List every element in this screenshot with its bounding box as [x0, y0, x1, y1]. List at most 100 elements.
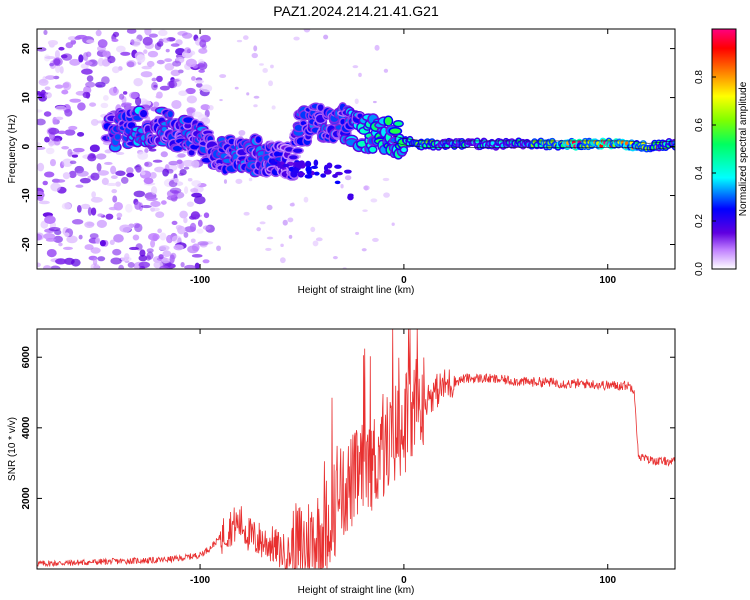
heatmap-noise-cell [106, 182, 118, 187]
heatmap-noise-cell [177, 153, 186, 158]
heatmap-noise-cell [110, 165, 117, 175]
heatmap-noise-cell [62, 82, 70, 89]
heatmap-noise-cell [159, 85, 170, 91]
heatmap-noise-cell [196, 228, 204, 234]
heatmap-ridge-cell [401, 147, 407, 153]
heatmap-noise-cell [352, 65, 359, 69]
heatmap-noise-cell [133, 77, 143, 87]
snr-frame [36, 328, 676, 570]
heatmap-xtick-label: 100 [599, 275, 616, 286]
heatmap-noise-cell [55, 64, 61, 74]
heatmap-noise-cell [372, 237, 379, 242]
heatmap-noise-cell [63, 257, 75, 265]
heatmap-noise-cell [52, 57, 63, 67]
heatmap-noise-cell [198, 69, 205, 73]
heatmap-noise-cell [144, 161, 153, 168]
heatmap-noise-cell [61, 89, 69, 95]
heatmap-noise-cell [69, 58, 81, 66]
heatmap-noise-cell [156, 59, 165, 65]
heatmap-noise-cell [173, 177, 179, 183]
heatmap-noise-cell [37, 109, 43, 113]
heatmap-noise-cell [383, 68, 389, 73]
heatmap-noise-cell [382, 177, 390, 182]
heatmap-noise-cell [253, 104, 258, 108]
heatmap-ridge-cell [167, 111, 173, 118]
heatmap-ridge-cell [475, 139, 480, 144]
heatmap-noise-cell [127, 262, 135, 268]
heatmap-noise-cell [147, 50, 159, 58]
heatmap-noise-cell [191, 76, 196, 81]
heatmap-noise-cell [49, 158, 57, 167]
heatmap-noise-cell [370, 198, 378, 203]
heatmap-noise-cell [303, 196, 309, 203]
heatmap-noise-cell [169, 254, 175, 264]
heatmap-noise-cell [197, 219, 203, 227]
heatmap-noise-cell [107, 55, 116, 64]
heatmap-noise-cell [355, 231, 360, 235]
heatmap-noise-cell [143, 104, 150, 109]
heatmap-noise-cell [68, 125, 78, 131]
heatmap-noise-cell [67, 148, 73, 157]
heatmap-noise-cell [90, 263, 100, 269]
heatmap-noise-cell [77, 131, 85, 137]
heatmap-noise-cell [43, 111, 52, 117]
heatmap-ridge-cell [297, 172, 306, 176]
heatmap-noise-cell [183, 231, 189, 238]
heatmap-noise-cell [219, 74, 227, 79]
heatmap-noise-cell [160, 200, 167, 205]
heatmap-noise-cell [45, 147, 55, 155]
heatmap-noise-cell [86, 75, 94, 82]
heatmap-noise-cell [124, 253, 130, 261]
heatmap-noise-cell [80, 203, 91, 210]
heatmap-noise-cell [202, 259, 210, 264]
heatmap-ridge-cell [335, 171, 343, 176]
heatmap-noise-cell [118, 264, 125, 269]
snr-xlabel: Height of straight line (km) [298, 585, 415, 596]
heatmap-ridge-cell [255, 136, 262, 143]
heatmap-noise-cell [37, 142, 41, 146]
heatmap-noise-cell [150, 200, 161, 208]
heatmap-noise-cell [122, 91, 128, 95]
heatmap-noise-cell [151, 81, 158, 91]
heatmap-noise-cell [374, 44, 380, 51]
heatmap-noise-cell [109, 239, 115, 246]
heatmap-noise-cell [243, 211, 250, 216]
heatmap-noise-cell [68, 170, 77, 179]
heatmap-noise-cell [129, 91, 139, 99]
heatmap-noise-cell [84, 221, 95, 228]
heatmap-noise-cell [91, 191, 96, 199]
heatmap-noise-cell [90, 118, 99, 126]
heatmap-noise-cell [38, 200, 50, 205]
heatmap-noise-cell [186, 201, 195, 207]
heatmap-noise-cell [148, 33, 158, 38]
heatmap-ridge-edge [393, 135, 675, 144]
colorbar-label: Normalized spectral amplitude [738, 81, 749, 216]
heatmap-noise-cell [134, 201, 142, 210]
heatmap-ridge-cell [317, 104, 324, 111]
heatmap-noise-cell [45, 238, 56, 242]
heatmap-ridge-cell [304, 174, 313, 179]
heatmap-noise-cell [194, 195, 206, 205]
heatmap-noise-cell [154, 166, 165, 173]
heatmap-noise-cell [108, 87, 119, 96]
heatmap-noise-cell [43, 233, 56, 240]
heatmap-noise-cell [48, 127, 60, 135]
heatmap-noise-cell [157, 228, 162, 234]
colorbar-tick-label: 0.4 [694, 166, 705, 180]
heatmap-noise-cell [45, 75, 56, 80]
heatmap-ridge-cell [347, 193, 354, 198]
heatmap-noise-cell [55, 258, 67, 265]
heatmap-ridge-cell [114, 134, 121, 140]
snr-ticks: -100 0 100 2000 4000 6000 [21, 329, 675, 586]
heatmap-ridge-cell [184, 123, 192, 129]
snr-ytick-label: 4000 [21, 416, 32, 439]
heatmap-noise-cell [42, 180, 48, 186]
heatmap-noise-cell [78, 234, 83, 240]
colorbar-tick-label: 0.0 [694, 262, 705, 276]
heatmap-ridge-cell [140, 109, 148, 118]
heatmap-noise-cell [152, 159, 163, 163]
heatmap-noise-cell [37, 118, 46, 126]
heatmap-noise-cell [190, 188, 199, 193]
heatmap-noise-cell [116, 212, 123, 218]
